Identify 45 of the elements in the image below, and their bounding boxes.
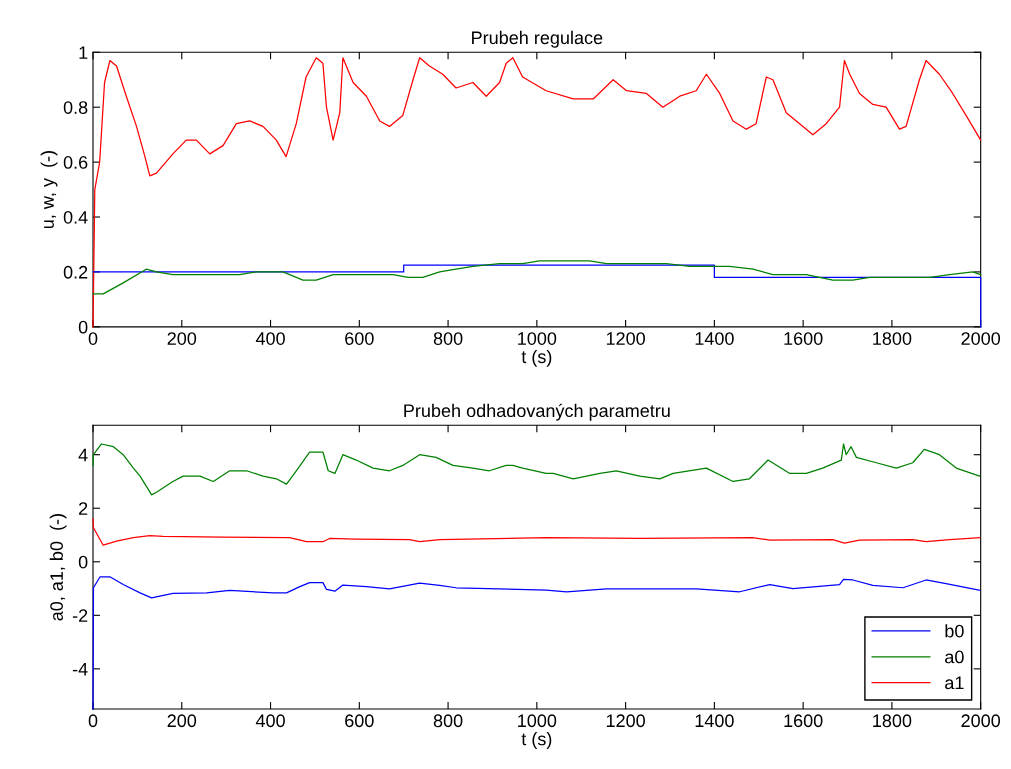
x-tick-label: 800 <box>433 332 463 345</box>
y-tick-label: 0 <box>78 555 88 569</box>
x-tick-label: 0 <box>88 714 98 728</box>
x-tick-label: 1800 <box>873 714 912 728</box>
y-tick-label: 4 <box>78 448 88 462</box>
x-tick-label: 1800 <box>873 332 912 345</box>
x-tick-label: 600 <box>345 714 374 728</box>
x-tick-label: 1200 <box>606 714 645 728</box>
y-tick-label: 0.2 <box>63 265 88 279</box>
x-tick-label: 2000 <box>961 332 1001 345</box>
y-tick-label: 0.8 <box>63 101 88 114</box>
y-tick-label: 2 <box>79 502 88 515</box>
line-series <box>92 260 982 295</box>
x-tick-label: 1600 <box>784 332 823 345</box>
x-tick-label: 1200 <box>606 332 645 345</box>
line-series <box>92 518 981 546</box>
x-tick-label: 1600 <box>784 714 823 728</box>
y-tick-label: -2 <box>72 609 88 622</box>
x-axis-title: t (s) <box>521 349 552 367</box>
x-tick-label: 200 <box>167 332 197 345</box>
legend-label: a0 <box>945 650 964 664</box>
x-tick-label: 1400 <box>695 714 734 728</box>
y-axis-title: u, w, y (-) <box>40 151 58 229</box>
x-tick-label: 1400 <box>695 332 734 345</box>
x-axis-title: t (s) <box>521 732 552 749</box>
x-tick-label: 1000 <box>518 714 557 728</box>
y-tick-label: 0.4 <box>63 210 88 224</box>
legend-label: b0 <box>945 624 964 638</box>
x-tick-label: 200 <box>167 714 197 728</box>
x-tick-label: 400 <box>255 714 285 728</box>
chart-title: Prubeh odhadovaných parametru <box>404 403 670 421</box>
x-tick-label: 400 <box>255 332 285 345</box>
x-tick-label: 0 <box>88 332 98 345</box>
y-tick-label: 1 <box>79 46 88 59</box>
y-tick-label: 0 <box>78 320 88 334</box>
y-tick-label: -4 <box>72 662 88 676</box>
x-tick-label: 600 <box>345 332 374 345</box>
x-tick-label: 1000 <box>518 332 557 345</box>
legend-label: a1 <box>945 676 964 690</box>
x-tick-label: 2000 <box>961 714 1001 728</box>
y-axis-title: a0, a1, b0 (-) <box>49 514 67 621</box>
line-series <box>92 443 981 496</box>
chart-title: Prubeh regulace <box>472 30 603 48</box>
x-tick-label: 800 <box>433 714 463 728</box>
y-tick-label: 0.6 <box>63 156 88 169</box>
